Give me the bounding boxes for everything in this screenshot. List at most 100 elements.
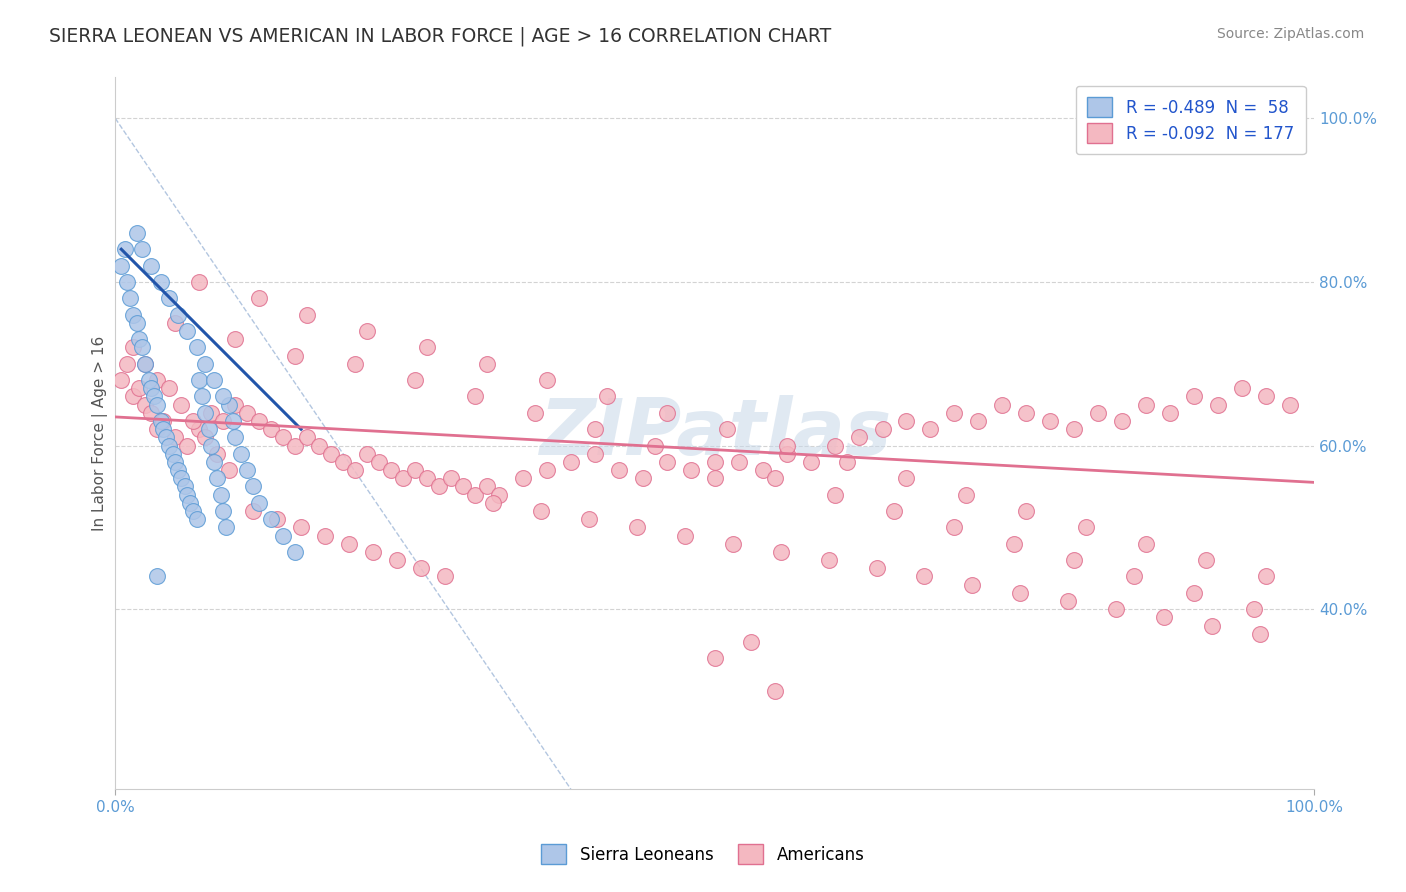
Point [679,463,702,477]
Point [165,455,187,469]
Point [176,324,198,338]
Point [578,512,600,526]
Point [205,471,228,485]
Point [122,340,145,354]
Point [200,439,222,453]
Point [583,422,606,436]
Point [290,520,312,534]
Point [769,545,792,559]
Point [380,463,402,477]
Point [416,340,439,354]
Point [607,463,630,477]
Point [146,398,169,412]
Point [165,430,187,444]
Point [451,479,474,493]
Point [134,357,156,371]
Point [703,455,725,469]
Y-axis label: In Labor Force | Age > 16: In Labor Force | Age > 16 [93,335,108,531]
Point [146,373,169,387]
Point [179,496,201,510]
Point [344,357,367,371]
Point [835,455,858,469]
Point [763,684,786,698]
Point [1010,586,1032,600]
Point [231,447,253,461]
Point [721,537,744,551]
Point [896,414,918,428]
Point [284,545,307,559]
Point [181,414,204,428]
Point [141,406,163,420]
Point [1206,398,1229,412]
Point [284,439,307,453]
Point [162,447,184,461]
Point [703,471,725,485]
Point [271,528,294,542]
Point [991,398,1014,412]
Text: Source: ZipAtlas.com: Source: ZipAtlas.com [1216,27,1364,41]
Point [155,430,177,444]
Point [596,389,619,403]
Text: SIERRA LEONEAN VS AMERICAN IN LABOR FORCE | AGE > 16 CORRELATION CHART: SIERRA LEONEAN VS AMERICAN IN LABOR FORC… [49,27,831,46]
Point [247,291,270,305]
Point [865,561,887,575]
Point [224,332,246,346]
Point [482,496,505,510]
Point [114,242,136,256]
Point [152,414,174,428]
Point [1159,406,1181,420]
Point [896,471,918,485]
Point [943,520,966,534]
Point [1105,602,1128,616]
Point [392,471,415,485]
Point [427,479,450,493]
Point [176,439,198,453]
Point [817,553,839,567]
Point [146,422,169,436]
Point [236,406,259,420]
Point [194,357,217,371]
Point [295,430,318,444]
Point [134,398,156,412]
Point [125,316,148,330]
Point [128,332,150,346]
Point [1015,406,1038,420]
Point [385,553,408,567]
Text: ZIPatlas: ZIPatlas [538,395,891,471]
Point [655,406,678,420]
Point [1002,537,1025,551]
Point [655,455,678,469]
Point [186,512,208,526]
Point [142,389,165,403]
Point [416,471,439,485]
Point [872,422,894,436]
Point [218,398,240,412]
Point [488,488,510,502]
Point [141,259,163,273]
Point [194,430,217,444]
Point [1182,389,1205,403]
Point [475,479,498,493]
Point [247,496,270,510]
Point [149,414,172,428]
Point [271,430,294,444]
Point [404,373,426,387]
Point [475,357,498,371]
Point [800,455,823,469]
Point [824,439,846,453]
Point [673,528,696,542]
Point [131,242,153,256]
Point [883,504,905,518]
Point [149,275,172,289]
Point [209,488,232,502]
Point [138,373,160,387]
Point [337,537,360,551]
Point [224,398,246,412]
Point [512,471,534,485]
Point [118,291,141,305]
Legend: Sierra Leoneans, Americans: Sierra Leoneans, Americans [534,838,872,871]
Point [188,422,211,436]
Point [716,422,738,436]
Point [170,398,193,412]
Point [1135,537,1157,551]
